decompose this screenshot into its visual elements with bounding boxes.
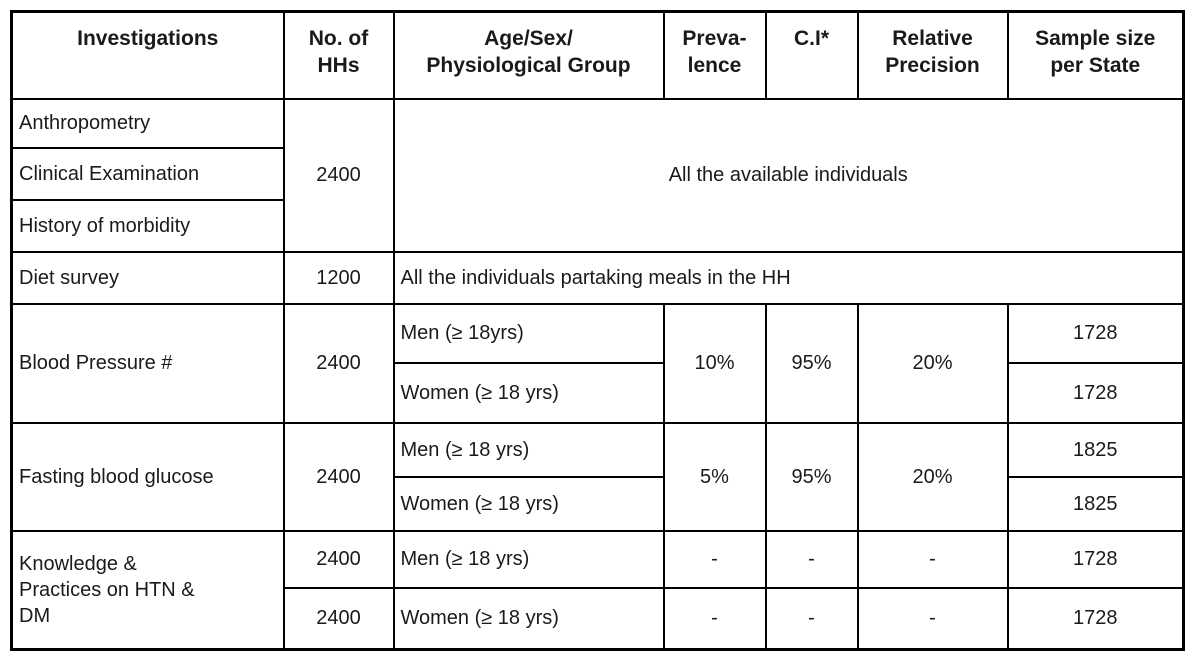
cell-knowledge-men-group: Men (≥ 18 yrs) — [392, 529, 665, 589]
cell-investigation-diet-survey: Diet survey — [10, 250, 285, 305]
cell-fbg-relative-precision: 20% — [856, 421, 1009, 532]
cell-knowledge-women-ci: - — [764, 586, 859, 651]
cell-anthro-group-note: All the available individuals — [392, 97, 1185, 253]
cell-knowledge-men-hhs: 2400 — [282, 529, 395, 589]
cell-knowledge-men-relative-precision: - — [856, 529, 1009, 589]
row-fasting-blood-glucose-men: Fasting blood glucose 2400 Men (≥ 18 yrs… — [10, 421, 1185, 532]
row-clinical-examination: Clinical Examination — [10, 146, 1184, 201]
cell-investigation-fasting-blood-glucose: Fasting blood glucose — [10, 421, 285, 532]
cell-investigation-clinical-examination: Clinical Examination — [10, 146, 285, 201]
cell-bp-prevalence: 10% — [662, 302, 767, 424]
cell-knowledge-men-prevalence: - — [662, 529, 767, 589]
row-knowledge-men: Knowledge & Practices on HTN & DM 2400 M… — [10, 529, 1185, 651]
cell-fbg-men-group: Men (≥ 18 yrs) — [392, 421, 665, 478]
col-header-age-sex-group: Age/Sex/ Physiological Group — [392, 10, 665, 100]
sampling-design-table: Investigations No. of HHs Age/Sex/ Physi… — [10, 10, 1185, 651]
cell-fbg-men-sample-size: 1825 — [1006, 421, 1185, 478]
cell-fbg-women-sample-size: 1825 — [1006, 475, 1185, 532]
cell-bp-ci: 95% — [764, 302, 859, 424]
col-header-prevalence: Preva- lence — [662, 10, 767, 100]
cell-anthro-group-hhs: 2400 — [282, 97, 395, 253]
row-diet-survey: Diet survey 1200 All the individuals par… — [10, 250, 1185, 305]
col-header-no-of-hhs: No. of HHs — [282, 10, 395, 100]
header-row: Investigations No. of HHs Age/Sex/ Physi… — [10, 10, 1185, 100]
cell-bp-men-sample-size: 1728 — [1006, 302, 1185, 364]
cell-knowledge-women-prevalence: - — [662, 586, 767, 651]
col-header-relative-precision: Relative Precision — [856, 10, 1009, 100]
col-header-sample-size: Sample size per State — [1006, 10, 1185, 100]
cell-investigation-knowledge-practices: Knowledge & Practices on HTN & DM — [10, 529, 285, 651]
cell-bp-relative-precision: 20% — [856, 302, 1009, 424]
cell-bp-women-sample-size: 1728 — [1006, 361, 1185, 424]
cell-fbg-women-group: Women (≥ 18 yrs) — [392, 475, 665, 532]
cell-bp-hhs: 2400 — [282, 302, 395, 424]
cell-investigation-history-of-morbidity: History of morbidity — [10, 198, 285, 253]
cell-fbg-ci: 95% — [764, 421, 859, 532]
cell-knowledge-men-ci: - — [764, 529, 859, 589]
row-blood-pressure-men: Blood Pressure # 2400 Men (≥ 18yrs) 10% … — [10, 302, 1185, 424]
cell-diet-note: All the individuals partaking meals in t… — [392, 250, 1185, 305]
cell-diet-hhs: 1200 — [282, 250, 395, 305]
cell-fbg-prevalence: 5% — [662, 421, 767, 532]
cell-knowledge-men-sample-size: 1728 — [1006, 529, 1185, 589]
cell-bp-women-group: Women (≥ 18 yrs) — [392, 361, 665, 424]
cell-knowledge-women-hhs: 2400 — [282, 586, 395, 651]
cell-investigation-anthropometry: Anthropometry — [10, 97, 285, 149]
col-header-investigations: Investigations — [10, 10, 285, 100]
cell-investigation-blood-pressure: Blood Pressure # — [10, 302, 285, 424]
cell-fbg-hhs: 2400 — [282, 421, 395, 532]
row-anthropometry: Anthropometry 2400 All the available ind… — [10, 97, 1185, 253]
row-fasting-blood-glucose-women: Women (≥ 18 yrs) 1825 — [12, 475, 1185, 532]
cell-knowledge-women-relative-precision: - — [856, 586, 1009, 651]
col-header-ci: C.I* — [764, 10, 859, 100]
sampling-design-table-container: Investigations No. of HHs Age/Sex/ Physi… — [10, 10, 1185, 651]
row-knowledge-women: 2400 Women (≥ 18 yrs) - - - 1728 — [12, 586, 1185, 651]
cell-knowledge-women-group: Women (≥ 18 yrs) — [392, 586, 665, 651]
cell-bp-men-group: Men (≥ 18yrs) — [392, 302, 665, 364]
row-blood-pressure-women: Women (≥ 18 yrs) 1728 — [12, 361, 1185, 424]
cell-knowledge-women-sample-size: 1728 — [1006, 586, 1185, 651]
row-history-of-morbidity: History of morbidity — [10, 198, 1184, 253]
